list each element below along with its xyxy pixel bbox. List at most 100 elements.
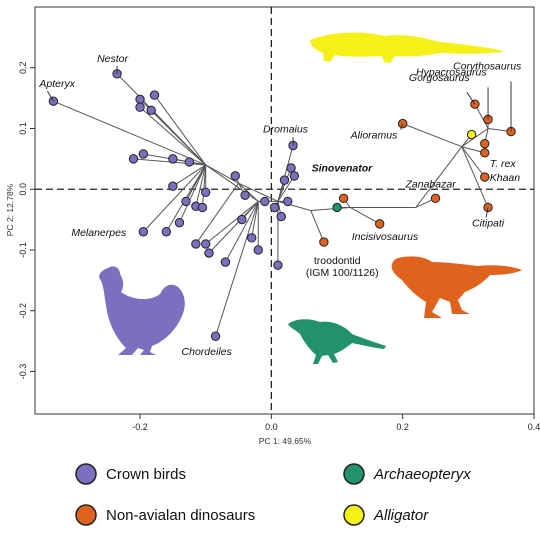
label-t-rex: T. rex [490, 158, 517, 170]
point-crown-birds [240, 190, 250, 201]
point-apteryx [48, 96, 59, 106]
phylogeny-branch [178, 164, 207, 223]
point-sinovenator [338, 193, 349, 204]
y-tick-label: 0.1 [18, 122, 28, 135]
phylogeny-branch [224, 201, 259, 263]
phylogeny-branch [205, 164, 239, 184]
label-line: Dromaius [263, 124, 309, 136]
point-crown-birds [246, 233, 257, 243]
label-chordeiles: Chordeiles [182, 346, 233, 358]
legend-label-alligator: Alligator [373, 507, 429, 524]
point-t-rex [480, 148, 490, 158]
y-axis-ticks: -0.3 -0.2 -0.1 0.0 0.1 0.2 [18, 61, 35, 379]
point-crown-birds [201, 187, 211, 197]
point-crown-birds [237, 214, 247, 225]
point-crown-birds [168, 154, 178, 164]
label-dromaius: Dromaius [263, 124, 309, 136]
label-apteryx: Apteryx [38, 78, 75, 90]
label-line: Alioramus [350, 130, 398, 142]
x-axis-ticks: -0.2 0.0 0.2 0.4 [132, 414, 540, 432]
label-leader-line [466, 91, 476, 105]
label-melanerpes: Melanerpes [71, 227, 127, 239]
phylogeny-branch [205, 200, 259, 245]
alligator-silhouette [310, 32, 503, 63]
y-axis-title: PC 2: 12.78% [5, 183, 15, 236]
phylogeny-branch [139, 106, 207, 166]
legend-marker-non-avialan-dinosaurs [75, 504, 97, 526]
y-tick-label: 0.0 [18, 183, 28, 196]
phylogeny-branch [172, 164, 206, 187]
point-crown-birds [191, 239, 201, 249]
point-crown-birds [128, 154, 139, 164]
y-tick-label: -0.3 [18, 364, 28, 380]
legend-item-crown-birds: Crown birds [75, 463, 186, 485]
point-crown-birds [146, 105, 156, 115]
phylogeny-branch [205, 164, 259, 202]
phylogeny-branch [277, 200, 311, 211]
point-crown-birds [286, 163, 296, 173]
point-crown-birds [168, 181, 178, 191]
phylogeny-branch [154, 94, 207, 166]
y-tick-label: 0.2 [18, 61, 28, 74]
point-khaan [480, 172, 490, 182]
phylogeny-branch [251, 201, 259, 238]
point-chordeiles [210, 331, 221, 341]
legend: Crown birds Non-avialan dinosaurs Archae… [75, 463, 471, 526]
point-crown-birds [197, 202, 208, 213]
point-crown-birds [269, 202, 280, 213]
label-line: troodontid [314, 255, 361, 267]
phylogeny-branch [277, 175, 295, 202]
phylogeny-branch [461, 146, 486, 178]
legend-marker-alligator [343, 504, 365, 526]
phylogeny-branch [402, 123, 462, 148]
label-leader-line [485, 207, 489, 218]
point-crown-birds [289, 171, 300, 181]
y-tick-label: -0.1 [18, 242, 28, 258]
label-alioramus: Alioramus [350, 130, 398, 142]
phylogeny-branch [142, 164, 207, 233]
label-line: Sinovenator [312, 162, 374, 174]
phylogeny-branch [215, 201, 259, 337]
point-crown-birds [279, 175, 290, 185]
x-tick-label: 0.0 [265, 422, 278, 432]
legend-label-archaeopteryx: Archaeopteryx [373, 466, 471, 483]
x-tick-label: -0.2 [132, 422, 148, 432]
label-gorgosaurus: Gorgosaurus [409, 72, 470, 84]
point-crown-birds [161, 227, 172, 237]
label-line: Apteryx [38, 78, 75, 90]
point-non-avialan-dinosaurs [480, 138, 490, 149]
label-hypacrosaurus: Hypacrosaurus [416, 66, 487, 78]
y-tick-label: -0.2 [18, 303, 28, 319]
label-line: Zanabazar [405, 178, 457, 190]
point-crown-birds [174, 217, 185, 228]
point-crown-birds [283, 196, 293, 207]
legend-marker-archaeopteryx [343, 463, 365, 485]
point-crown-birds [276, 211, 286, 222]
point-crown-birds [260, 196, 270, 207]
label-corythosaurus: Corythosaurus [453, 61, 522, 73]
label-khaan: Khaan [490, 172, 521, 184]
label-line: Melanerpes [71, 227, 127, 239]
label-line: Nestor [97, 53, 128, 65]
phylogeny-branch [238, 182, 279, 202]
label-zanabazar: Zanabazar [405, 178, 457, 190]
x-tick-label: 0.4 [528, 422, 540, 432]
label-line: Khaan [490, 172, 521, 184]
label-incisivosaurus: Incisivosaurus [352, 231, 419, 243]
point-crown-birds [230, 171, 240, 181]
legend-item-archaeopteryx: Archaeopteryx [343, 463, 471, 485]
point-alligator [466, 129, 477, 140]
label-leader-line [400, 123, 404, 130]
label-line: Incisivosaurus [352, 231, 419, 243]
label-leader-line [46, 90, 54, 102]
label-line: T. rex [490, 158, 517, 170]
point-crown-birds [138, 149, 149, 159]
point-crown-birds [135, 94, 145, 105]
legend-item-non-avialan-dinosaurs: Non-avialan dinosaurs [75, 504, 255, 526]
x-tick-label: 0.2 [396, 422, 409, 432]
point-crown-birds [220, 257, 231, 267]
label-line: Hypacrosaurus [416, 66, 487, 78]
rooster-silhouette [99, 266, 185, 355]
label-sinovenator: Sinovenator [312, 162, 374, 174]
phylogeny-branch [349, 207, 380, 225]
